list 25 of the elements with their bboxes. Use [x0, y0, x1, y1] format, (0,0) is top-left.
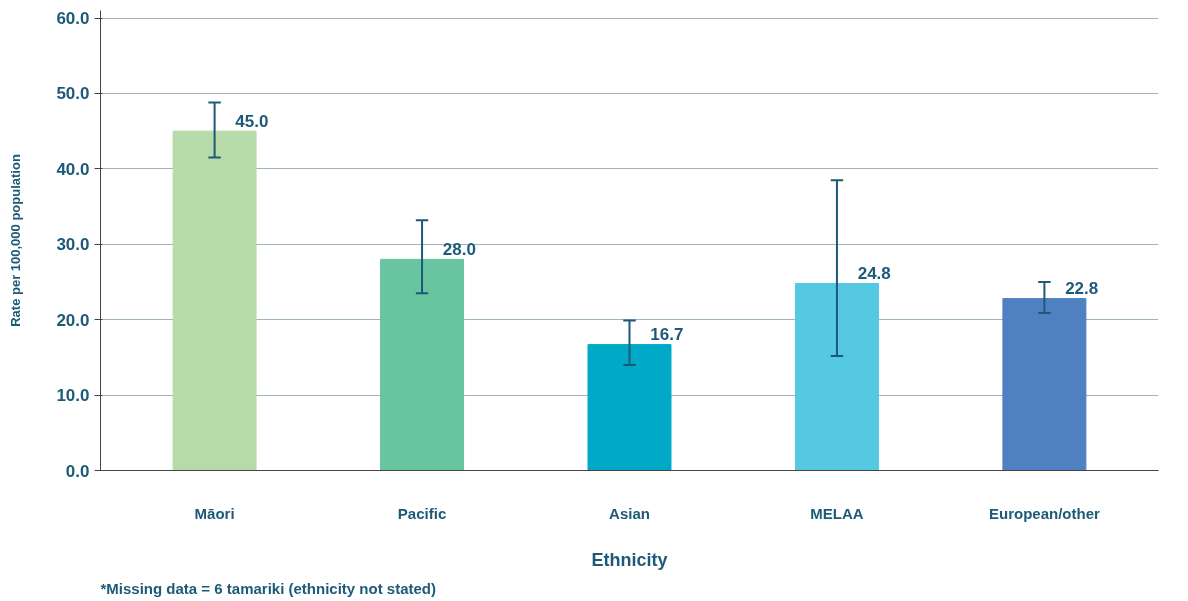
bar: [587, 344, 672, 471]
x-tick-label: Pacific: [397, 504, 447, 522]
x-tick-label: MELAA: [810, 504, 864, 522]
y-tick-label: 50.0: [56, 84, 90, 104]
data-label: 28.0: [442, 239, 476, 259]
x-tick-label: European/other: [988, 504, 1100, 522]
x-tick-label: Māori: [194, 504, 235, 522]
y-tick-label: 10.0: [56, 386, 90, 406]
data-label: 45.0: [235, 111, 269, 131]
bar: [380, 258, 465, 471]
y-axis-title: Rate per 100,000 population: [8, 154, 24, 327]
y-tick-label: 0.0: [65, 461, 90, 481]
data-label: 16.7: [650, 325, 684, 345]
bar: [172, 130, 257, 471]
y-tick-label: 20.0: [56, 310, 90, 330]
y-tick-label: 30.0: [56, 235, 90, 255]
bar: [794, 282, 879, 471]
x-axis-title: Ethnicity: [591, 549, 668, 570]
y-tick-label: 40.0: [56, 159, 90, 179]
bar: [1002, 298, 1087, 471]
data-label: 24.8: [857, 263, 891, 283]
text: *Missing data = 6 tamariki (ethnicity not stated): [100, 579, 436, 597]
x-tick-label: Asian: [609, 504, 650, 522]
data-label: 22.8: [1065, 279, 1099, 299]
y-tick-label: 60.0: [56, 9, 90, 29]
